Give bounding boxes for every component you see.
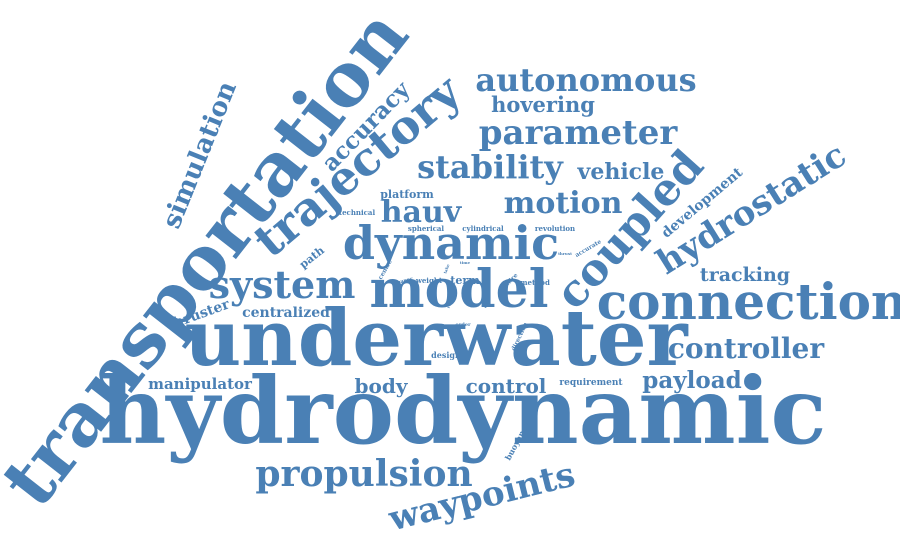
word-spherical: spherical bbox=[407, 223, 445, 233]
word-motion: motion bbox=[503, 186, 623, 221]
word-underwater: underwater bbox=[184, 293, 688, 384]
word-centralized: centralized bbox=[242, 305, 330, 321]
word-payload: payload bbox=[642, 366, 742, 394]
word-revolution: revolution bbox=[534, 223, 576, 233]
word-controller: controller bbox=[667, 332, 825, 365]
word-connection: connection bbox=[596, 272, 900, 331]
word-model: model bbox=[369, 259, 549, 320]
word-hauv: hauv bbox=[380, 195, 462, 230]
word-hydrodynamic: hydrodynamic bbox=[99, 357, 827, 465]
word-requirement: requirement bbox=[559, 377, 623, 388]
word-tracking: tracking bbox=[699, 263, 791, 286]
word-technical: technical bbox=[338, 207, 376, 217]
word-cylindrical: cylindrical bbox=[462, 223, 504, 233]
word-thrust: thrust bbox=[558, 251, 572, 256]
word-propulsion: propulsion bbox=[255, 453, 473, 495]
word-weight: weight bbox=[415, 275, 443, 285]
word-term: term bbox=[450, 273, 480, 287]
word-system: system bbox=[208, 262, 356, 307]
word-vehicle: vehicle bbox=[577, 159, 665, 185]
word-platform: platform bbox=[380, 187, 434, 201]
word-body: body bbox=[354, 374, 408, 398]
word-order: order bbox=[455, 321, 471, 328]
word-stability: stability bbox=[417, 148, 563, 186]
word-time: time bbox=[459, 260, 471, 265]
word-manipulator: manipulator bbox=[148, 374, 252, 393]
word-control: control bbox=[465, 374, 547, 398]
word-design: design bbox=[431, 350, 461, 360]
word-dynamic: dynamic bbox=[342, 216, 560, 270]
word-parameter: parameter bbox=[478, 113, 678, 153]
word-hovering: hovering bbox=[491, 91, 595, 117]
word-autonomous: autonomous bbox=[475, 61, 697, 99]
word-method: method bbox=[520, 277, 550, 287]
